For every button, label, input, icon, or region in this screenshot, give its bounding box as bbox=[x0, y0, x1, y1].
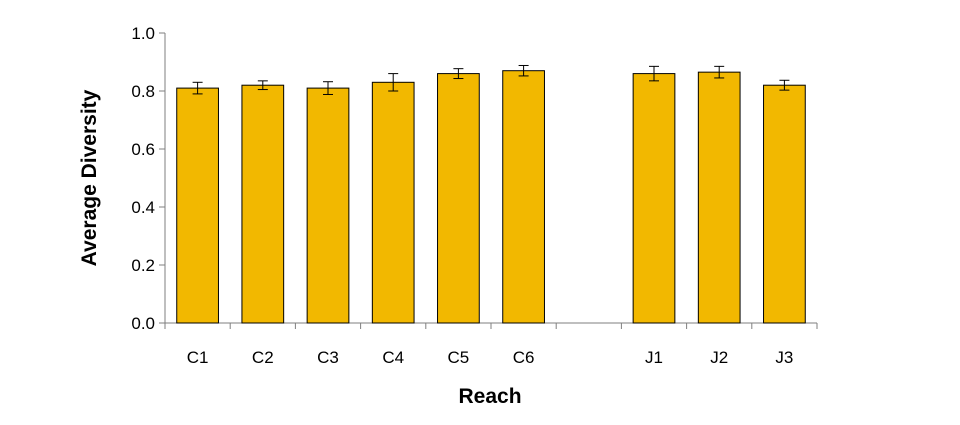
x-tick-label: C3 bbox=[317, 348, 339, 367]
x-tick-label: C1 bbox=[187, 348, 209, 367]
bar-C1 bbox=[176, 87, 219, 324]
x-tick-label: C2 bbox=[252, 348, 274, 367]
y-tick-label: 0.6 bbox=[131, 140, 155, 159]
x-axis: C1 C2 C3 C4 C5 C6 J1 J2 J3 bbox=[164, 322, 818, 367]
y-axis-title: Average Diversity bbox=[78, 89, 101, 266]
bar-C6 bbox=[502, 70, 545, 324]
y-tick-label: 0.0 bbox=[131, 314, 155, 333]
bars bbox=[176, 70, 806, 324]
bar-C2 bbox=[241, 84, 285, 324]
error-bars bbox=[192, 64, 790, 95]
bar-C5 bbox=[437, 73, 480, 324]
x-tick-label: C6 bbox=[513, 348, 535, 367]
x-tick-label: C5 bbox=[448, 348, 470, 367]
bar-C4 bbox=[371, 81, 415, 324]
y-tick-label: 0.2 bbox=[131, 256, 155, 275]
y-tick-label: 0.8 bbox=[131, 82, 155, 101]
bar-J2 bbox=[697, 71, 741, 324]
x-axis-title: Reach bbox=[458, 385, 521, 408]
y-axis: 0.0 0.2 0.4 0.6 0.8 1.0 bbox=[131, 24, 166, 333]
bar-J1 bbox=[632, 73, 676, 324]
x-tick-label: J2 bbox=[710, 348, 728, 367]
y-tick-label: 1.0 bbox=[131, 24, 155, 43]
x-tick-label: C4 bbox=[382, 348, 404, 367]
x-tick-label: J3 bbox=[775, 348, 793, 367]
bar-C3 bbox=[306, 87, 350, 324]
bar-J3 bbox=[763, 84, 806, 324]
x-tick-label: J1 bbox=[645, 348, 663, 367]
y-tick-label: 0.4 bbox=[131, 198, 155, 217]
